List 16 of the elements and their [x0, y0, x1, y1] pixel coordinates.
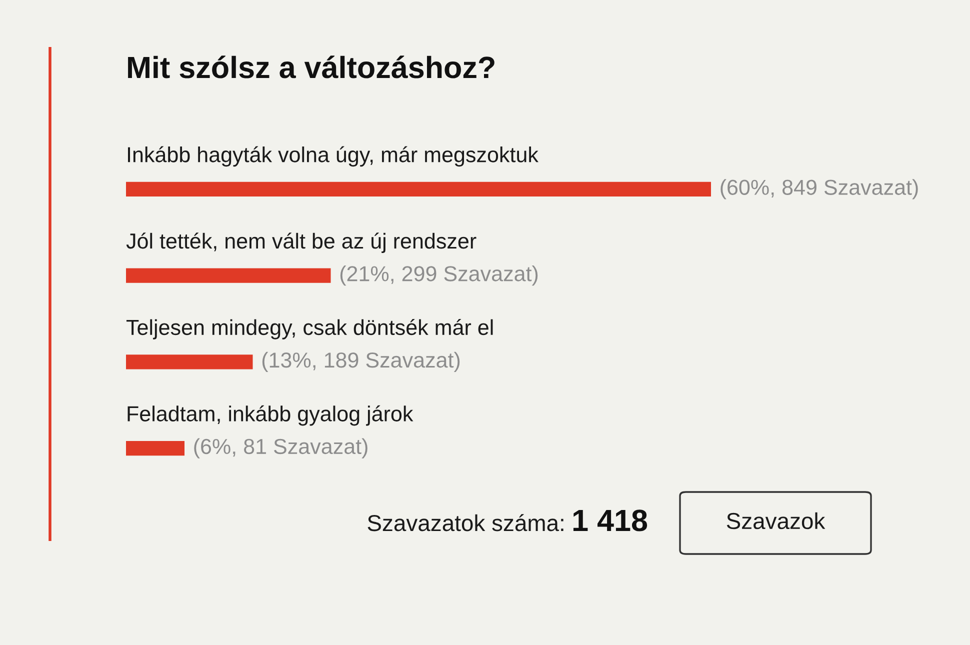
text: Szavazatok száma:	[368, 514, 564, 532]
bar	[126, 440, 184, 456]
y-tick-label: Feladtam, inkább gyalog járok	[128, 405, 414, 426]
data-label: (6%, 81 Szavazat)	[194, 438, 368, 458]
bar	[126, 268, 331, 283]
data-label: (21%, 299 Szavazat)	[340, 266, 538, 286]
y-tick-label: Jól tették, nem vált be az új rendszer	[126, 232, 476, 253]
bar	[126, 182, 711, 197]
text: 1 418	[573, 510, 648, 532]
data-label: (13%, 189 Szavazat)	[262, 352, 460, 372]
y-tick-label: Teljesen mindegy, csak döntsék már el	[126, 319, 493, 340]
bar	[126, 354, 253, 370]
data-label: (60%, 849 Szavazat)	[720, 179, 918, 200]
text: Szavazok	[726, 512, 826, 530]
y-tick-label: Inkább hagyták volna úgy, már megszoktuk	[128, 146, 538, 167]
chart-title: Mit szólsz a változáshoz?	[128, 56, 494, 78]
